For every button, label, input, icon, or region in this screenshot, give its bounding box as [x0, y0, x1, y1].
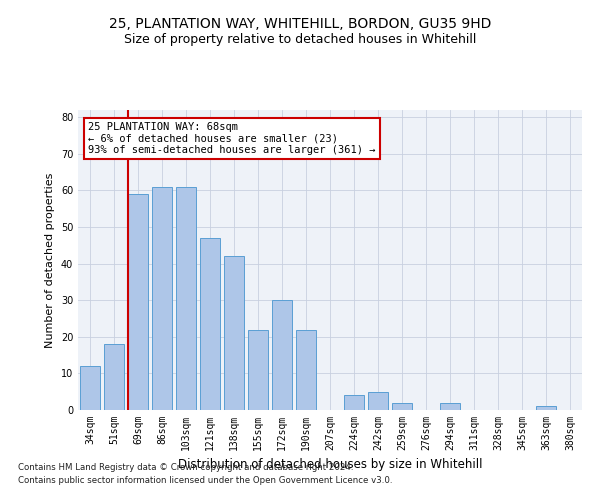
Bar — [152, 187, 172, 410]
Text: 25 PLANTATION WAY: 68sqm
← 6% of detached houses are smaller (23)
93% of semi-de: 25 PLANTATION WAY: 68sqm ← 6% of detache… — [88, 122, 376, 155]
Bar — [440, 402, 460, 410]
Bar — [296, 330, 316, 410]
Bar — [272, 300, 292, 410]
Bar — [368, 392, 388, 410]
Bar — [200, 238, 220, 410]
Bar — [536, 406, 556, 410]
Bar — [128, 194, 148, 410]
Text: 25, PLANTATION WAY, WHITEHILL, BORDON, GU35 9HD: 25, PLANTATION WAY, WHITEHILL, BORDON, G… — [109, 18, 491, 32]
Text: Contains public sector information licensed under the Open Government Licence v3: Contains public sector information licen… — [18, 476, 392, 485]
Bar — [344, 396, 364, 410]
Bar — [176, 187, 196, 410]
X-axis label: Distribution of detached houses by size in Whitehill: Distribution of detached houses by size … — [178, 458, 482, 471]
Y-axis label: Number of detached properties: Number of detached properties — [45, 172, 55, 348]
Bar — [80, 366, 100, 410]
Bar — [248, 330, 268, 410]
Bar — [104, 344, 124, 410]
Bar — [392, 402, 412, 410]
Text: Contains HM Land Registry data © Crown copyright and database right 2024.: Contains HM Land Registry data © Crown c… — [18, 464, 353, 472]
Text: Size of property relative to detached houses in Whitehill: Size of property relative to detached ho… — [124, 32, 476, 46]
Bar — [224, 256, 244, 410]
